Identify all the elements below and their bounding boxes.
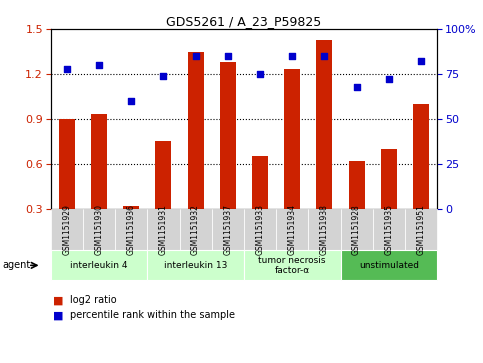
Point	[63, 66, 71, 72]
Bar	[381, 149, 397, 254]
Point	[128, 98, 135, 104]
Text: ■: ■	[53, 295, 64, 305]
Text: GSM1151928: GSM1151928	[352, 204, 361, 255]
Bar	[284, 69, 300, 254]
Bar	[349, 161, 365, 254]
Bar	[156, 141, 171, 254]
Text: GSM1151935: GSM1151935	[384, 204, 393, 255]
Text: GSM1151929: GSM1151929	[62, 204, 71, 255]
Text: GSM1151938: GSM1151938	[320, 204, 329, 255]
Text: percentile rank within the sample: percentile rank within the sample	[70, 310, 235, 321]
Point	[353, 83, 360, 89]
Text: interleukin 4: interleukin 4	[70, 261, 128, 270]
Text: ■: ■	[53, 310, 64, 321]
Point	[159, 73, 167, 79]
Text: log2 ratio: log2 ratio	[70, 295, 117, 305]
Point	[192, 53, 199, 59]
Text: GSM1151930: GSM1151930	[95, 204, 103, 255]
Point	[256, 71, 264, 77]
Bar	[91, 114, 107, 254]
Bar	[316, 40, 332, 254]
Text: GSM1151937: GSM1151937	[223, 204, 232, 255]
Point	[224, 53, 232, 59]
Bar	[220, 62, 236, 254]
Point	[417, 58, 425, 64]
Title: GDS5261 / A_23_P59825: GDS5261 / A_23_P59825	[166, 15, 322, 28]
Text: unstimulated: unstimulated	[359, 261, 419, 270]
Text: interleukin 13: interleukin 13	[164, 261, 227, 270]
Point	[385, 77, 393, 82]
Point	[95, 62, 103, 68]
Bar	[123, 206, 139, 254]
Text: GSM1151951: GSM1151951	[416, 204, 426, 255]
Point	[288, 53, 296, 59]
Text: GSM1151933: GSM1151933	[256, 204, 265, 255]
Text: agent: agent	[2, 260, 30, 270]
Text: tumor necrosis
factor-α: tumor necrosis factor-α	[258, 256, 326, 275]
Point	[321, 53, 328, 59]
Bar	[252, 156, 268, 254]
Bar	[187, 52, 204, 254]
Bar	[59, 119, 75, 254]
Text: GSM1151936: GSM1151936	[127, 204, 136, 255]
Bar	[413, 104, 429, 254]
Text: GSM1151932: GSM1151932	[191, 204, 200, 255]
Text: GSM1151934: GSM1151934	[288, 204, 297, 255]
Text: GSM1151931: GSM1151931	[159, 204, 168, 255]
